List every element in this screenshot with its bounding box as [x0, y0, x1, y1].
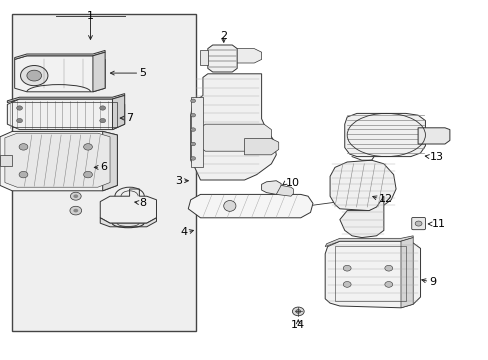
- Polygon shape: [244, 139, 278, 155]
- Circle shape: [343, 282, 350, 287]
- Circle shape: [20, 66, 48, 86]
- Polygon shape: [7, 94, 124, 103]
- Circle shape: [100, 118, 105, 123]
- Polygon shape: [417, 128, 449, 144]
- Polygon shape: [93, 52, 105, 92]
- Circle shape: [70, 206, 81, 215]
- Text: 4: 4: [180, 227, 187, 237]
- Text: 6: 6: [100, 162, 107, 172]
- Polygon shape: [0, 131, 117, 191]
- Polygon shape: [188, 194, 312, 218]
- Circle shape: [70, 192, 81, 200]
- Circle shape: [190, 99, 195, 103]
- Text: 10: 10: [285, 177, 300, 188]
- Polygon shape: [276, 185, 293, 196]
- Circle shape: [190, 113, 195, 117]
- Polygon shape: [15, 50, 105, 59]
- Circle shape: [73, 209, 78, 212]
- Text: 9: 9: [428, 276, 436, 287]
- Polygon shape: [207, 45, 237, 72]
- Polygon shape: [15, 56, 105, 92]
- Text: 7: 7: [126, 113, 133, 123]
- Circle shape: [83, 171, 92, 178]
- Polygon shape: [112, 95, 124, 130]
- Polygon shape: [325, 236, 412, 247]
- Text: 12: 12: [378, 194, 392, 204]
- Polygon shape: [339, 196, 383, 238]
- Bar: [334, 246, 405, 301]
- Circle shape: [414, 221, 421, 226]
- Circle shape: [295, 310, 300, 313]
- Polygon shape: [261, 181, 281, 194]
- Text: 5: 5: [139, 68, 146, 78]
- Text: 8: 8: [139, 198, 146, 208]
- Circle shape: [73, 194, 78, 198]
- Polygon shape: [344, 113, 425, 157]
- Polygon shape: [198, 124, 271, 151]
- Circle shape: [190, 128, 195, 131]
- Bar: [12, 102, 117, 127]
- Polygon shape: [102, 131, 117, 191]
- Circle shape: [17, 118, 22, 123]
- Circle shape: [190, 157, 195, 160]
- Circle shape: [17, 106, 22, 110]
- Polygon shape: [0, 155, 12, 166]
- Polygon shape: [100, 189, 156, 223]
- Text: 3: 3: [175, 176, 182, 186]
- Polygon shape: [232, 49, 261, 63]
- Text: 2: 2: [220, 31, 226, 41]
- Text: 14: 14: [291, 320, 305, 330]
- Bar: [12, 14, 195, 331]
- Polygon shape: [190, 97, 203, 167]
- Circle shape: [19, 171, 28, 178]
- Polygon shape: [200, 50, 207, 65]
- Polygon shape: [100, 218, 156, 227]
- Circle shape: [19, 144, 28, 150]
- Polygon shape: [5, 133, 110, 187]
- FancyBboxPatch shape: [411, 217, 425, 230]
- Polygon shape: [329, 160, 395, 211]
- Circle shape: [100, 106, 105, 110]
- Polygon shape: [400, 238, 412, 308]
- Circle shape: [384, 265, 392, 271]
- Ellipse shape: [223, 201, 236, 211]
- Circle shape: [27, 70, 41, 81]
- Circle shape: [384, 282, 392, 287]
- Text: 13: 13: [428, 152, 443, 162]
- Text: 11: 11: [431, 219, 446, 229]
- Polygon shape: [7, 99, 124, 130]
- Circle shape: [343, 265, 350, 271]
- Circle shape: [292, 307, 304, 316]
- Circle shape: [190, 142, 195, 146]
- Text: 1: 1: [87, 11, 94, 21]
- Polygon shape: [190, 74, 276, 180]
- Polygon shape: [325, 241, 420, 308]
- Circle shape: [83, 144, 92, 150]
